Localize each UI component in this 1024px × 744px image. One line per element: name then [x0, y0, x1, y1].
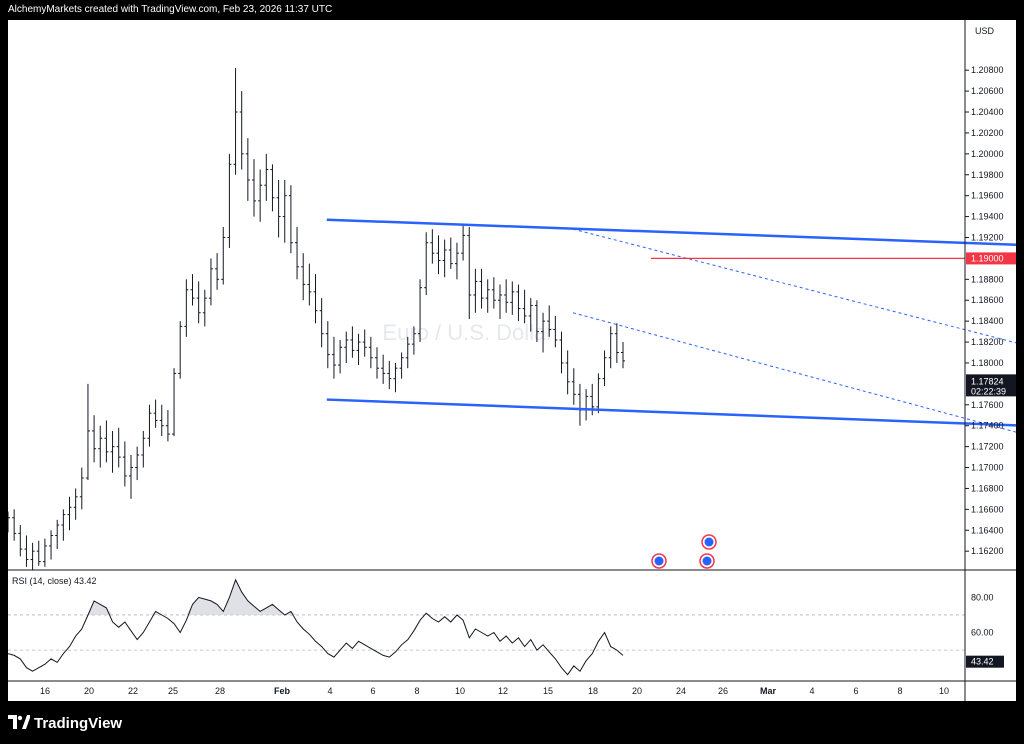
price-tick-label: 1.18000	[971, 358, 1004, 368]
time-tick-label: 10	[939, 686, 949, 696]
event-markers[interactable]	[651, 534, 717, 569]
price-tick-label: 1.16800	[971, 483, 1004, 493]
price-tick-label: 1.19200	[971, 232, 1004, 242]
price-tick-label: 1.19600	[971, 191, 1004, 201]
last-price-tag	[966, 374, 1016, 397]
time-tick-label: 28	[215, 686, 225, 696]
tradingview-logo-icon	[8, 715, 30, 729]
time-tick-label: 8	[414, 686, 419, 696]
time-tick-label: 4	[809, 686, 814, 696]
economic-event-icon-inner	[704, 537, 714, 547]
symbol-watermark: Euro / U.S. Dollar	[382, 320, 553, 345]
price-tick-label: 1.20600	[971, 86, 1004, 96]
time-tick-label: 24	[676, 686, 686, 696]
price-tick-label: 1.17600	[971, 400, 1004, 410]
time-tick-label: 6	[853, 686, 858, 696]
rsi-tick-label: 80.00	[971, 592, 994, 602]
price-tick-label: 1.17200	[971, 442, 1004, 452]
rsi-tick-label: 60.00	[971, 628, 994, 638]
last-price-text: 1.17824	[971, 376, 1004, 386]
time-tick-label: 8	[897, 686, 902, 696]
economic-event-icon-inner	[702, 556, 712, 566]
rsi-line	[8, 578, 624, 676]
price-tick-label: 1.20200	[971, 128, 1004, 138]
chart-frame	[8, 20, 1016, 701]
rsi-pane: RSI (14, close) 43.42 80.00 60.00 43.42	[8, 576, 1004, 676]
price-tick-label: 1.18200	[971, 337, 1004, 347]
price-tick-label: 1.16400	[971, 525, 1004, 535]
currency-label: USD	[975, 26, 995, 36]
price-candles	[8, 68, 625, 570]
level-price-tag-text: 1.19000	[971, 253, 1004, 263]
channel-dashed-upper	[572, 228, 1016, 344]
time-tick-label: Mar	[760, 686, 777, 696]
economic-event-icon-inner	[654, 556, 664, 566]
price-tick-label: 1.18400	[971, 316, 1004, 326]
price-tick-label: 1.16600	[971, 504, 1004, 514]
time-tick-label: 15	[543, 686, 553, 696]
time-tick-label: 25	[168, 686, 178, 696]
price-tick-label: 1.16200	[971, 546, 1004, 556]
price-tick-label: 1.18800	[971, 274, 1004, 284]
channel-dashed-lower	[572, 312, 1016, 433]
channel-lower-line	[326, 398, 1016, 427]
price-tick-label: 1.20800	[971, 65, 1004, 75]
time-tick-label: 18	[588, 686, 598, 696]
channel-upper-line	[326, 218, 1016, 246]
footer: TradingView	[8, 712, 122, 734]
axes: USD 1.20800 1.20600 1.20400 1.20200 1.20000 1.…	[8, 20, 1016, 701]
time-tick-label: 10	[455, 686, 465, 696]
countdown-text: 02:22:39	[971, 386, 1006, 396]
time-tick-label: 4	[327, 686, 332, 696]
price-tick-label: 1.19800	[971, 170, 1004, 180]
time-tick-label: 20	[632, 686, 642, 696]
time-tick-label: 20	[84, 686, 94, 696]
price-tick-label: 1.17400	[971, 421, 1004, 431]
trend-drawings[interactable]	[326, 218, 1016, 468]
price-tick-label: 1.19400	[971, 212, 1004, 222]
time-tick-label: 26	[718, 686, 728, 696]
level-price-tag	[966, 252, 1016, 265]
price-tick-label: 1.20400	[971, 107, 1004, 117]
rsi-value-tag-text: 43.42	[971, 657, 994, 667]
chart-canvas[interactable]: Euro / U.S. Dollar RSI (14, close) 43.42…	[8, 20, 1016, 701]
time-tick-label: 22	[128, 686, 138, 696]
rsi-value-tag	[966, 655, 1004, 668]
price-tick-label: 1.17000	[971, 463, 1004, 473]
rsi-overbought-fill	[8, 579, 623, 615]
price-tick-label: 1.20000	[971, 149, 1004, 159]
time-tick-label: Feb	[274, 686, 291, 696]
rsi-title: RSI (14, close) 43.42	[12, 576, 97, 586]
tradingview-brand: TradingView	[34, 714, 123, 732]
time-tick-label: 6	[370, 686, 375, 696]
time-tick-label: 16	[40, 686, 50, 696]
price-tick-label: 1.18600	[971, 295, 1004, 305]
time-tick-label: 12	[498, 686, 508, 696]
attribution-header: AlchemyMarkets created with TradingView.…	[8, 4, 333, 15]
